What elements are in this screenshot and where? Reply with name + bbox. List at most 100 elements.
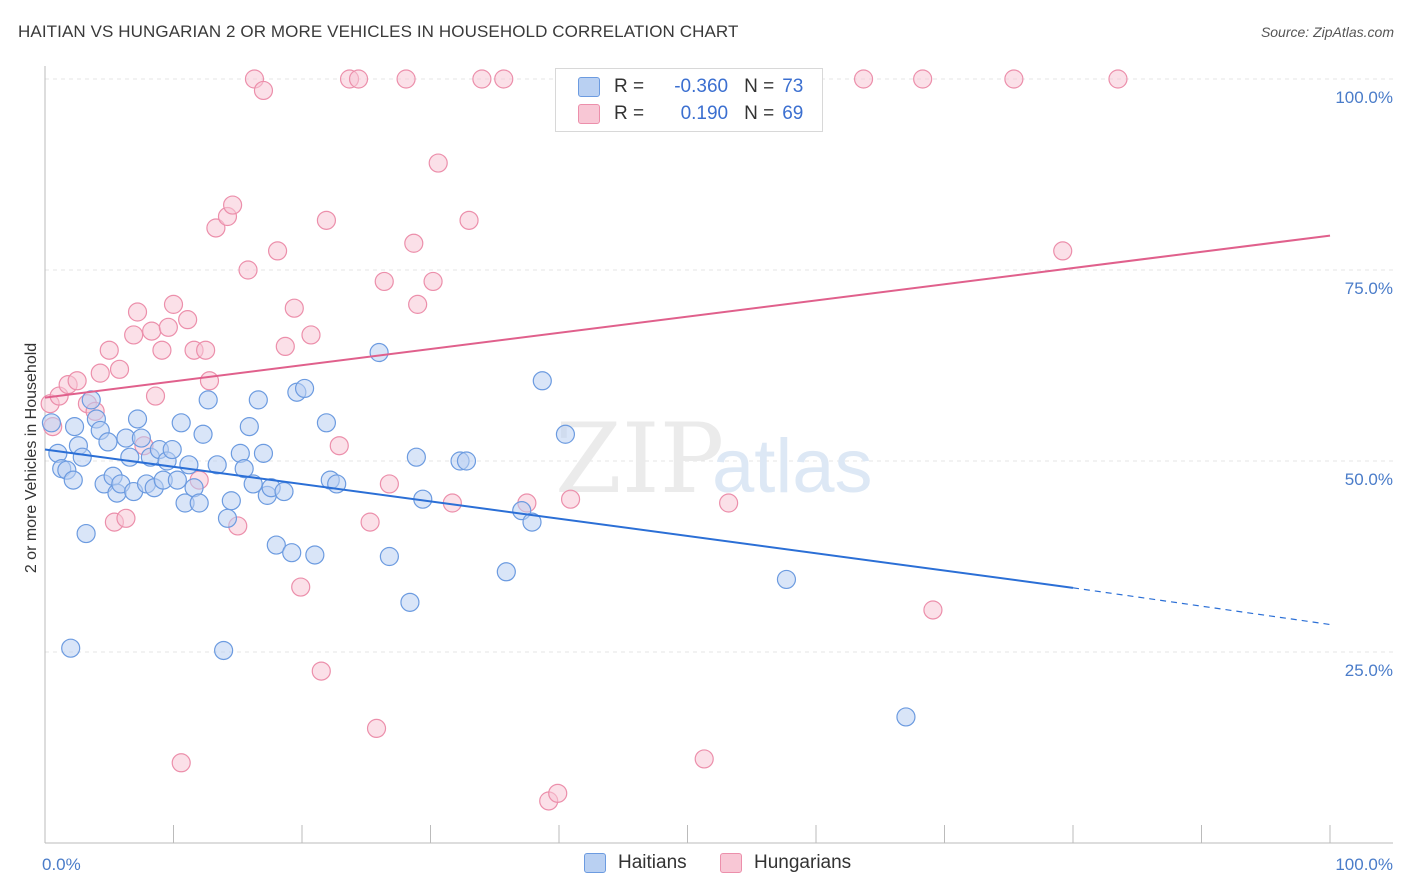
data-point-hungarians [291,577,311,597]
data-point-hungarians [284,298,304,318]
data-point-haitians [179,455,199,475]
data-point-hungarians [853,69,874,89]
data-point-hungarians [223,195,243,215]
trend-lines [44,234,1331,626]
legend-r-label: R = [614,76,645,97]
legend-n-label: N = [744,103,775,124]
data-point-hungarians [923,600,943,620]
data-point-haitians [379,546,399,567]
legend-label-hungarians: Hungarians [754,852,852,873]
data-point-hungarians [124,325,144,345]
data-point-hungarians [1004,69,1024,89]
data-point-hungarians [360,512,380,532]
data-point-haitians [217,508,238,528]
x-tick-label: 100.0% [1335,855,1393,874]
data-point-hungarians [459,210,479,230]
legend-item-hungarians[interactable]: Hungarians [720,852,851,874]
data-point-hungarians [196,340,216,360]
data-point-haitians [127,409,148,429]
data-point-hungarians [423,271,443,292]
legend-n-label: N = [744,76,775,97]
source-credit: Source: ZipAtlas.com [1260,24,1394,40]
data-point-hungarians [396,69,416,89]
data-point-hungarians [267,241,288,261]
data-point-haitians [406,447,426,467]
legend-row-hungarians: R = 0.190 N = 69 [578,101,803,127]
data-point-haitians [294,378,315,399]
data-point-hungarians [206,218,226,238]
data-point-haitians [266,535,286,555]
data-point-hungarians [163,294,184,314]
data-point-hungarians [142,321,162,341]
data-point-hungarians [275,336,295,356]
data-point-haitians [98,432,118,452]
data-point-haitians [234,459,254,479]
data-point-haitians [167,470,187,490]
data-point-haitians [221,491,241,511]
data-point-haitians [61,638,81,658]
watermark-atlas: atlas [712,424,873,509]
legend-row-haitians: R = -0.360 N = 73 [578,74,803,100]
data-point-haitians [239,417,259,437]
data-point-haitians [207,455,227,475]
legend-item-haitians[interactable]: Haitians [584,852,687,874]
data-point-hungarians [374,271,394,292]
data-point-haitians [555,424,576,444]
x-tick-label: 0.0% [42,855,81,874]
data-point-haitians [532,371,552,391]
y-tick-labels: 25.0% 50.0% 75.0% 100.0% [1335,88,1393,680]
data-point-hungarians [109,359,130,379]
trend-line-hungarians [44,234,1331,399]
data-point-hungarians [404,233,424,253]
data-point-haitians [162,439,182,460]
data-point-haitians [243,474,263,494]
legend-r-value: 0.190 [680,103,729,124]
data-point-hungarians [171,753,191,773]
chart-title: HAITIAN VS HUNGARIAN 2 OR MORE VEHICLES … [18,22,739,41]
y-tick-label: 100.0% [1335,88,1393,107]
data-point-hungarians [90,363,110,383]
data-point-haitians [776,569,797,590]
data-point-hungarians [145,386,166,406]
series-hungarians-points [40,69,1128,811]
series-legend: Haitians Hungarians [0,852,1406,876]
legend-swatch-hungarians [720,853,742,873]
data-point-hungarians [428,153,448,173]
data-point-haitians [120,447,140,467]
data-point-hungarians [548,783,568,803]
data-point-haitians [369,342,389,363]
legend-swatch-hungarians [578,104,600,124]
data-point-hungarians [253,80,274,101]
trend-line-haitians [44,448,1074,589]
data-point-haitians [400,592,420,612]
gridlines [45,78,1393,653]
data-point-haitians [496,562,516,582]
legend-swatch-haitians [584,853,606,873]
data-point-hungarians [366,718,387,739]
data-point-hungarians [316,210,337,230]
data-point-haitians [41,413,62,433]
data-point-hungarians [694,749,714,769]
data-point-hungarians [178,310,198,330]
data-point-hungarians [127,302,148,322]
data-point-hungarians [158,317,178,337]
data-point-hungarians [719,493,739,513]
data-point-haitians [305,545,325,565]
data-point-haitians [522,512,542,532]
legend-r-label: R = [614,103,645,124]
y-tick-label: 50.0% [1345,470,1393,489]
trend-line-extension-haitians [1072,587,1331,626]
legend-n-value: 69 [782,103,804,124]
data-point-hungarians [1053,241,1073,261]
data-point-hungarians [494,69,514,89]
data-point-haitians [253,443,274,463]
data-point-hungarians [311,661,331,681]
data-point-haitians [198,390,218,410]
y-tick-label: 25.0% [1345,661,1393,680]
legend-swatch-haitians [578,77,600,97]
data-point-haitians [316,413,337,433]
data-point-hungarians [1108,69,1128,89]
axes [44,66,1393,844]
data-point-haitians [896,707,916,727]
data-point-haitians [64,417,85,437]
